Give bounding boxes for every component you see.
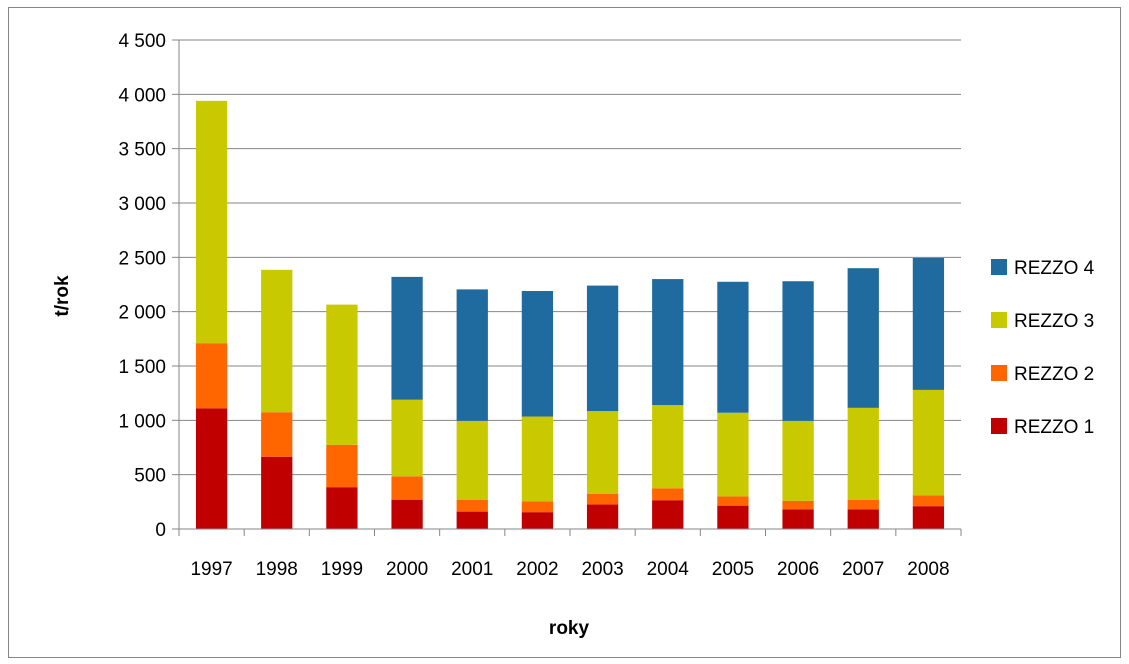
y-tick-label: 0 [155, 520, 166, 541]
x-tick-label: 1997 [190, 559, 232, 580]
x-tick-label: 1998 [256, 559, 298, 580]
legend-swatch [991, 365, 1007, 381]
bar-segment [912, 389, 945, 496]
bar-segment [261, 456, 293, 529]
bar-segment [521, 291, 554, 417]
bar-segment [456, 499, 488, 512]
gridlines [179, 39, 961, 476]
legend-label: REZZO 4 [1014, 258, 1095, 279]
bar-segment [652, 405, 684, 489]
y-tick-label: 4 500 [118, 31, 166, 52]
bar-segment [652, 500, 684, 529]
bar-segment [195, 408, 228, 529]
bars [195, 100, 945, 529]
bar-segment [717, 505, 749, 529]
y-tick-label: 4 000 [118, 85, 166, 106]
bar-segment [847, 268, 879, 408]
y-tick-labels: 0 500 1 000 1 500 2 000 2 500 3 000 3 500 4 000 4… [118, 31, 166, 541]
bar-segment [521, 501, 554, 513]
legend-swatch [991, 259, 1007, 275]
y-tick-label: 500 [134, 466, 166, 487]
bar-segment [782, 500, 814, 510]
y-tick-label: 2 000 [118, 303, 166, 324]
legend-label: REZZO 1 [1014, 417, 1094, 438]
x-tick-label: 2005 [712, 559, 754, 580]
bar-segment [521, 416, 554, 502]
legend-swatch [991, 418, 1007, 434]
bar-segment [652, 488, 684, 501]
bar-segment [521, 512, 554, 529]
bar-segment [456, 511, 488, 529]
bar-segment [782, 281, 814, 421]
bar-segment [717, 412, 749, 497]
legend-label: REZZO 2 [1014, 364, 1094, 385]
y-tick-label: 3 000 [118, 194, 166, 215]
bar-segment [847, 499, 879, 510]
y-tick-label: 1 000 [118, 411, 166, 432]
x-tick-label: 2007 [842, 559, 884, 580]
bar-segment [261, 412, 293, 457]
bar-segment [912, 257, 945, 390]
bar-segment [847, 509, 879, 529]
bar-segment [261, 269, 293, 413]
bar-segment [586, 285, 619, 412]
axes [172, 39, 962, 536]
legend-label: REZZO 3 [1014, 311, 1094, 332]
bar-segment [586, 411, 619, 494]
bar-segment [391, 499, 423, 529]
x-tick-labels: 1997 1998 1999 2000 2001 2002 2003 2004 2005 2006… [190, 559, 949, 580]
bar-segment [391, 476, 423, 500]
bar-segment [586, 493, 619, 505]
x-tick-label: 2008 [907, 559, 949, 580]
bar-segment [391, 399, 423, 477]
y-axis-title: t/rok [52, 275, 73, 317]
x-tick-label: 2000 [386, 559, 428, 580]
bar-segment [912, 506, 945, 529]
x-tick-label: 2002 [516, 559, 558, 580]
bar-segment [326, 444, 358, 488]
bar-segment [717, 496, 749, 506]
bar-segment [847, 407, 879, 500]
x-tick-label: 2006 [777, 559, 819, 580]
legend-swatch [991, 312, 1007, 328]
bar-segment [782, 420, 814, 501]
y-tick-label: 3 500 [118, 140, 166, 161]
x-tick-label: 2001 [451, 559, 493, 580]
y-tick-label: 2 500 [118, 248, 166, 269]
bar-segment [195, 343, 228, 409]
bar-segment [652, 279, 684, 406]
bar-segment [326, 304, 358, 445]
x-tick-label: 2004 [647, 559, 690, 580]
bar-segment [586, 504, 619, 529]
bar-segment [456, 289, 488, 421]
x-axis-title: roky [549, 618, 590, 639]
x-tick-label: 1999 [321, 559, 363, 580]
legend: REZZO 4 REZZO 3 REZZO 2 REZZO 1 [991, 258, 1095, 438]
bar-segment [326, 487, 358, 529]
y-tick-label: 1 500 [118, 357, 166, 378]
x-tick-label: 2003 [581, 559, 623, 580]
bar-segment [912, 495, 945, 507]
bar-segment [391, 276, 423, 400]
bar-segment [717, 281, 749, 413]
bar-segment [782, 509, 814, 529]
bar-segment [195, 100, 228, 344]
bar-segment [456, 420, 488, 500]
